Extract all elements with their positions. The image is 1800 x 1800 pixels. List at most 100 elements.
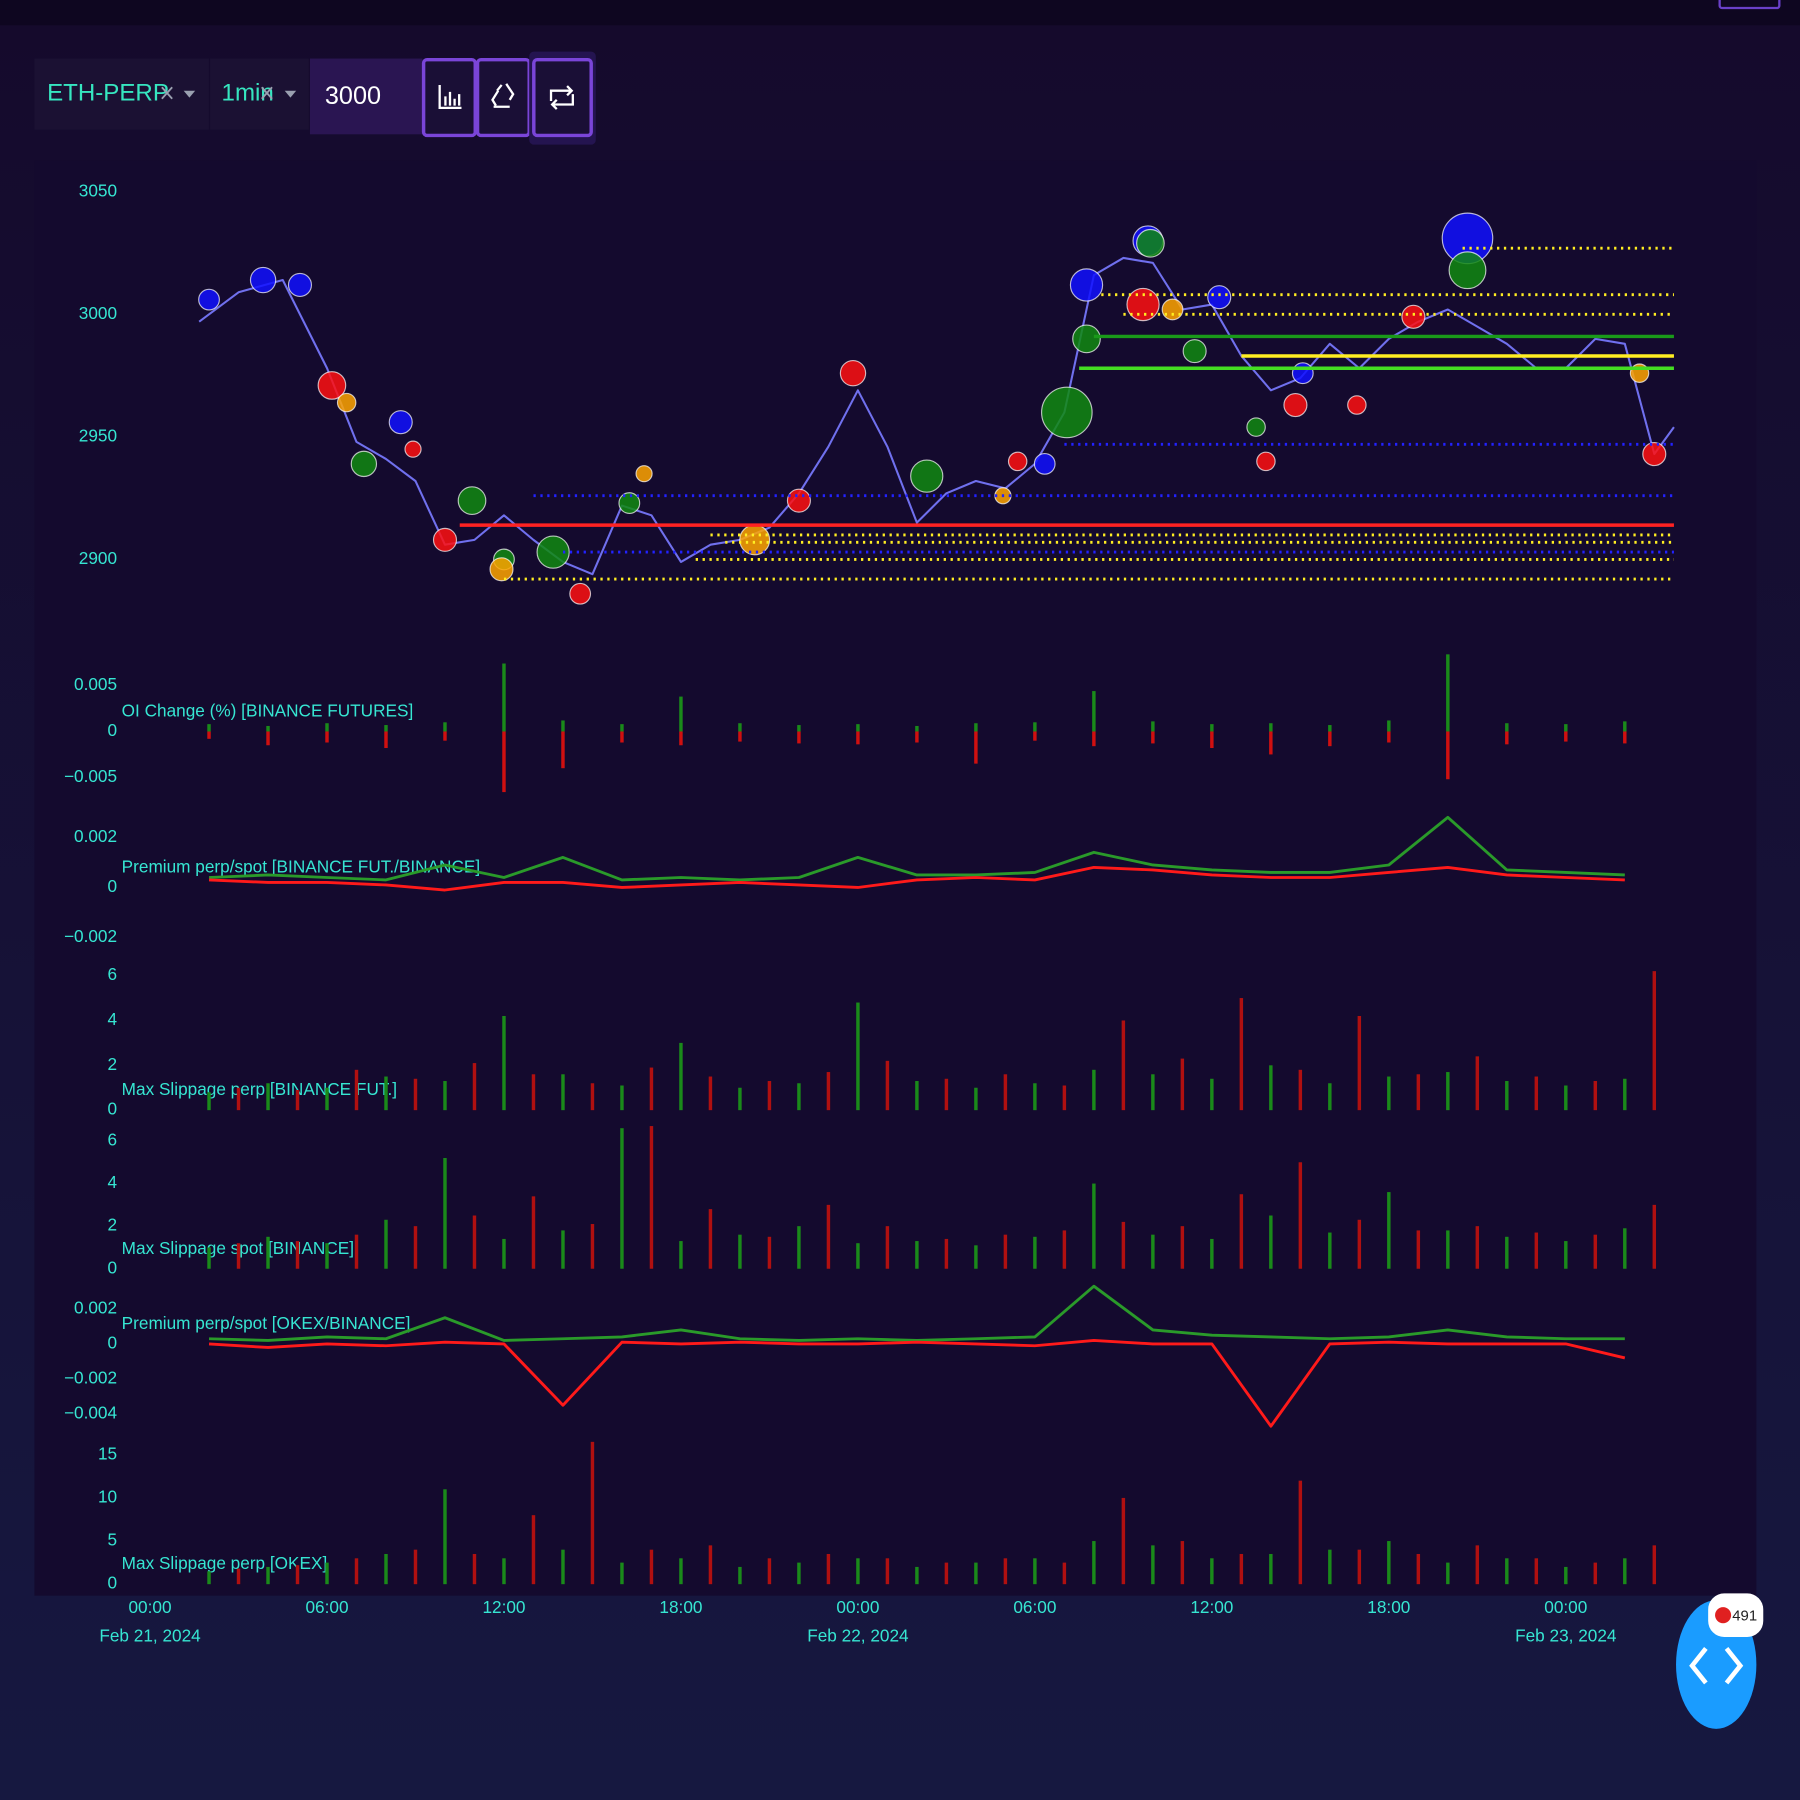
bubble (1182, 339, 1207, 364)
bar (708, 1076, 713, 1111)
bubble (457, 486, 487, 515)
bar (1593, 1234, 1598, 1269)
bar (1505, 1558, 1509, 1585)
bar (1210, 731, 1214, 749)
bar (1564, 1566, 1568, 1585)
bar (1121, 1020, 1126, 1111)
bar (1534, 1232, 1539, 1269)
bar (1328, 731, 1332, 747)
clear-icon[interactable] (261, 86, 273, 100)
bubble (1126, 287, 1160, 322)
panel-title: OI Change (%) [BINANCE FUTURES] (122, 701, 414, 721)
bar (1328, 1232, 1332, 1269)
y-tick-label: 0 (108, 1332, 118, 1352)
bar (974, 1245, 978, 1269)
recycle-button[interactable] (475, 57, 531, 138)
bar (944, 1078, 949, 1111)
bubble (388, 410, 413, 435)
bar (502, 1238, 506, 1269)
bubble (1642, 442, 1667, 467)
bar (1298, 1162, 1303, 1269)
bar (207, 1247, 211, 1269)
bar (915, 731, 919, 743)
bar (826, 1204, 831, 1269)
bubble (1283, 392, 1308, 418)
swap-icon (549, 85, 574, 110)
x-date-label: Feb 23, 2024 (1515, 1626, 1617, 1646)
bar (413, 1226, 418, 1269)
bar (797, 725, 801, 732)
bar (679, 731, 683, 746)
bar (1623, 721, 1627, 732)
bar (1564, 1241, 1568, 1269)
bar (1357, 1015, 1362, 1111)
bar (1151, 1234, 1155, 1269)
bubble (350, 450, 378, 478)
bar (1593, 1562, 1598, 1585)
bubble (635, 465, 653, 483)
bar (1033, 722, 1037, 732)
bar (531, 1196, 536, 1269)
panel-title: Max Slippage perp [OKEX] (122, 1553, 328, 1573)
bar (1387, 1541, 1391, 1585)
bar (738, 723, 742, 732)
symbol-select[interactable] (34, 58, 209, 130)
clear-icon[interactable] (161, 86, 173, 100)
bar (443, 1081, 447, 1111)
bubble (1347, 395, 1367, 415)
bar (561, 731, 565, 769)
dropdown-arrow[interactable] (183, 90, 196, 98)
bar (295, 1565, 300, 1585)
x-tick-label: 06:00 (1013, 1597, 1056, 1617)
bar (207, 724, 211, 732)
bar (443, 722, 447, 732)
bar (472, 1215, 477, 1269)
bar (620, 724, 624, 732)
bar (1003, 1234, 1008, 1269)
y-tick-label: 6 (108, 1130, 118, 1150)
count-input[interactable] (309, 58, 423, 135)
dropdown-arrow[interactable] (284, 90, 297, 98)
bar (1446, 1562, 1450, 1585)
bar (384, 1076, 388, 1111)
series-line (208, 815, 1625, 882)
top-button[interactable] (1718, 0, 1781, 10)
bar (620, 1562, 624, 1585)
bar (531, 1074, 536, 1111)
bar (1357, 1549, 1362, 1585)
count-value: 3000 (325, 82, 381, 110)
series-line (209, 1284, 1625, 1342)
bar (502, 1558, 506, 1585)
badge-count: 491 (1732, 1607, 1757, 1624)
series-line (208, 1339, 1626, 1428)
bubble (1007, 451, 1028, 472)
bar (561, 1230, 565, 1269)
bubble (1207, 285, 1232, 310)
y-tick-label: 0.002 (74, 1298, 117, 1318)
bar (1446, 731, 1450, 780)
bar (1092, 1183, 1096, 1269)
bubble (336, 392, 357, 413)
bar (354, 1234, 359, 1269)
bar (502, 731, 506, 793)
bar (354, 1558, 359, 1585)
y-tick-label: 2900 (79, 548, 117, 568)
bubble (1291, 362, 1314, 385)
bar (1416, 1553, 1421, 1585)
bar (620, 1085, 624, 1111)
bar (1475, 1226, 1480, 1269)
bar (443, 1489, 447, 1585)
bar (1239, 998, 1244, 1111)
code-widget[interactable]: 491 (1676, 1593, 1764, 1729)
bubble (569, 582, 592, 605)
bar (1328, 725, 1332, 732)
bubble (1072, 324, 1101, 354)
swap-button[interactable] (532, 57, 593, 138)
bar (1564, 731, 1568, 742)
y-tick-label: 2 (108, 1054, 118, 1074)
bar (1151, 721, 1155, 732)
bar (1239, 1553, 1244, 1585)
bar (856, 731, 860, 745)
bar (1446, 654, 1450, 732)
